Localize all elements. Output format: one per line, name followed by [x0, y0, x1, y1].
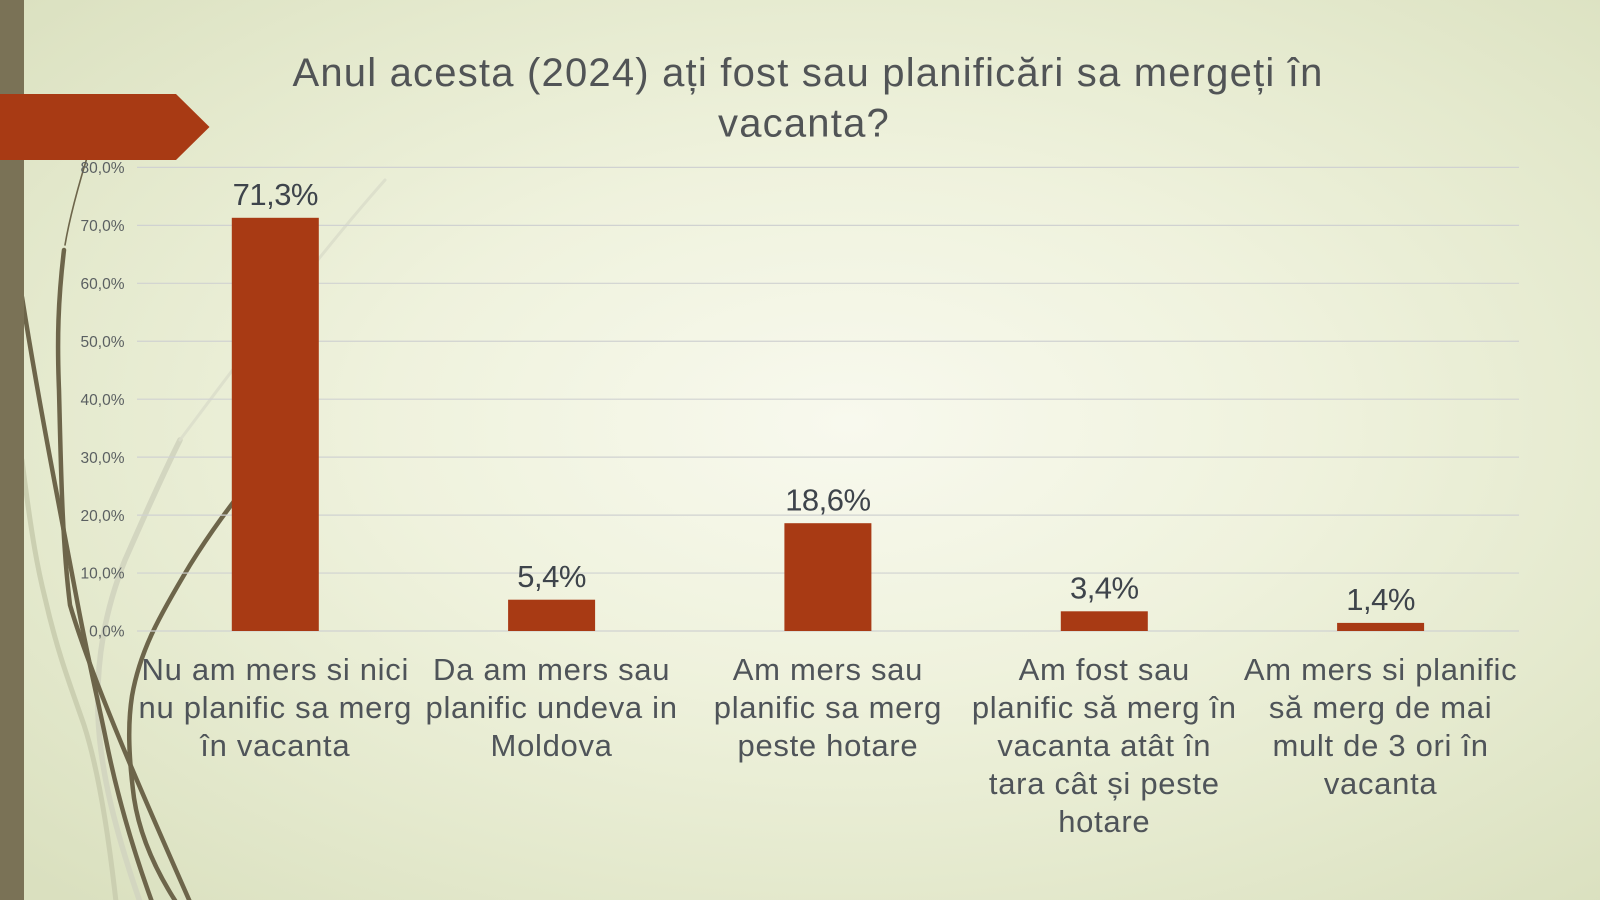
svg-text:71,3%: 71,3% — [233, 177, 318, 212]
svg-text:peste hotare: peste hotare — [738, 728, 919, 763]
svg-text:Da am mers sau: Da am mers sau — [433, 652, 670, 687]
svg-text:60,0%: 60,0% — [81, 276, 125, 293]
svg-text:3,4%: 3,4% — [1070, 571, 1139, 606]
svg-text:Nu am mers si nici: Nu am mers si nici — [142, 652, 410, 687]
svg-text:tara cât și peste: tara cât și peste — [989, 766, 1220, 801]
svg-text:planific sa merg: planific sa merg — [714, 690, 942, 725]
svg-text:să merg de mai: să merg de mai — [1269, 690, 1492, 725]
svg-text:Moldova: Moldova — [491, 728, 613, 763]
svg-text:vacanta?: vacanta? — [718, 102, 890, 146]
svg-text:Am fost sau: Am fost sau — [1019, 652, 1190, 687]
svg-text:mult de 3 ori în: mult de 3 ori în — [1272, 728, 1488, 763]
svg-text:40,0%: 40,0% — [81, 392, 125, 409]
svg-text:vacanta atât în: vacanta atât în — [997, 728, 1211, 763]
svg-text:1,4%: 1,4% — [1346, 582, 1415, 617]
svg-text:nu planific sa merg: nu planific sa merg — [139, 690, 413, 725]
svg-text:18,6%: 18,6% — [785, 482, 870, 517]
svg-text:Anul acesta (2024) ați fost sa: Anul acesta (2024) ați fost sau planific… — [292, 51, 1323, 95]
svg-text:planific undeva in: planific undeva in — [426, 690, 678, 725]
svg-text:0,0%: 0,0% — [89, 624, 125, 641]
svg-text:planific să merg în: planific să merg în — [972, 690, 1237, 725]
svg-text:în vacanta: în vacanta — [199, 728, 350, 763]
svg-text:50,0%: 50,0% — [81, 334, 125, 351]
svg-text:70,0%: 70,0% — [81, 218, 125, 235]
svg-text:30,0%: 30,0% — [81, 450, 125, 467]
svg-text:10,0%: 10,0% — [81, 566, 125, 583]
svg-text:vacanta: vacanta — [1324, 766, 1438, 801]
svg-text:Am mers si planific: Am mers si planific — [1244, 652, 1517, 687]
svg-text:5,4%: 5,4% — [517, 559, 586, 594]
svg-text:hotare: hotare — [1058, 804, 1150, 839]
svg-text:20,0%: 20,0% — [81, 508, 125, 525]
svg-text:Am mers sau: Am mers sau — [733, 652, 923, 687]
svg-text:80,0%: 80,0% — [81, 160, 125, 177]
